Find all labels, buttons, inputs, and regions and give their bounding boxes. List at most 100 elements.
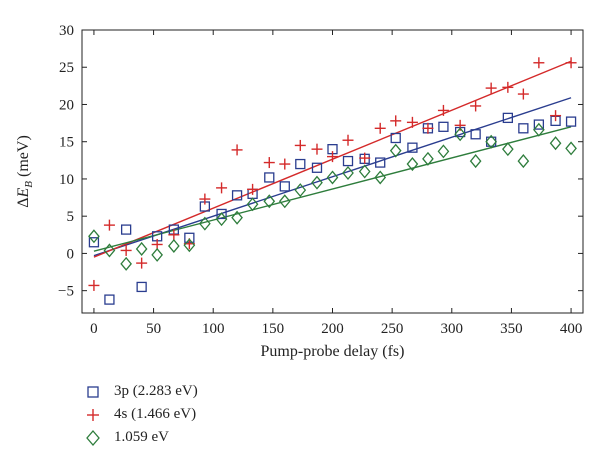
data-point-square (311, 162, 323, 173)
chart-svg: 0 50 100 150 200 250 300 350 400 −5 0 5 10 15 20 25 30 Pu… (15, 23, 584, 360)
data-point-diamond (199, 216, 211, 231)
y-tick-label: 0 (67, 246, 75, 262)
data-point-plus (485, 82, 497, 94)
data-point-diamond (437, 144, 450, 159)
data-point-plus (120, 244, 132, 256)
data-point-plus (342, 134, 354, 146)
data-point-square (502, 112, 514, 124)
data-point-diamond (454, 127, 466, 142)
data-point-diamond (358, 164, 371, 179)
x-tick-label: 250 (381, 321, 404, 337)
data-point-plus (374, 122, 386, 134)
data-point-plus (199, 193, 211, 205)
data-point-square (407, 142, 418, 153)
data-point-square (533, 119, 545, 130)
legend-label-1059: 1.059 eV (114, 429, 169, 445)
data-point-square (120, 224, 132, 235)
data-point-diamond (422, 151, 434, 166)
legend-item-4s: 4s (1.466 eV) (82, 403, 198, 426)
data-point-plus (216, 182, 228, 194)
data-point-diamond (533, 122, 545, 137)
legend-label-3p: 3p (2.283 eV) (114, 383, 198, 399)
data-point-plus (103, 219, 115, 231)
data-point-square (518, 123, 529, 134)
data-point-diamond (326, 170, 339, 185)
data-point-plus (263, 157, 275, 169)
data-point-plus (311, 143, 323, 155)
data-point-diamond (263, 194, 276, 209)
data-point-diamond (294, 183, 307, 198)
legend-label-4s: 4s (1.466 eV) (114, 406, 197, 422)
data-point-diamond (485, 134, 497, 149)
x-tick-label: 400 (560, 321, 583, 337)
y-tick-label: 10 (59, 172, 74, 188)
data-point-diamond (135, 241, 148, 256)
data-point-plus (359, 152, 371, 164)
y-axis-label: ΔEB (meV) (15, 135, 35, 208)
data-point-square (375, 157, 386, 168)
y-tick-label: −5 (58, 284, 74, 300)
data-point-square (565, 116, 577, 127)
data-point-square (88, 237, 100, 248)
data-point-diamond (183, 238, 196, 253)
data-point-plus (168, 229, 180, 241)
data-point-plus (247, 183, 259, 195)
y-tick-label: 5 (67, 209, 75, 225)
data-point-plus (231, 144, 243, 156)
data-point-plus (88, 279, 100, 291)
data-point-diamond (168, 238, 180, 253)
data-point-square (264, 172, 275, 183)
data-point-plus (550, 110, 562, 122)
data-point-diamond (469, 154, 482, 169)
data-point-plus (533, 57, 545, 69)
data-point-square (470, 129, 481, 140)
data-point-diamond (517, 154, 530, 169)
data-point-diamond (565, 141, 577, 156)
plus-marker-icon (87, 408, 99, 421)
data-point-plus (294, 139, 306, 151)
data-point-plus (502, 81, 514, 93)
data-point-square (216, 208, 227, 220)
data-point-square (231, 190, 243, 201)
data-point-plus (470, 100, 482, 112)
data-point-diamond (246, 197, 259, 212)
data-point-square (295, 158, 306, 170)
data-point-diamond (278, 194, 291, 209)
data-point-square (104, 294, 115, 305)
data-point-diamond (215, 212, 228, 227)
data-point-diamond (342, 165, 354, 181)
y-tick-label: 20 (59, 97, 74, 113)
data-point-diamond (502, 142, 514, 157)
data-point-plus (136, 257, 148, 269)
legend-item-3p: 3p (2.283 eV) (82, 380, 198, 403)
data-point-diamond (374, 170, 387, 185)
x-tick-label: 200 (321, 321, 344, 337)
data-point-diamond (120, 256, 132, 271)
data-point-diamond (406, 157, 419, 172)
data-point-square (279, 181, 290, 192)
data-point-diamond (151, 247, 163, 262)
diamond-marker-icon (86, 429, 100, 446)
data-point-plus (279, 158, 291, 170)
square-marker-icon (87, 385, 99, 398)
x-tick-label: 100 (202, 321, 225, 337)
data-point-square (342, 155, 354, 167)
data-point-diamond (549, 136, 562, 151)
data-point-diamond (311, 175, 323, 190)
data-point-diamond (103, 243, 116, 258)
x-tick-label: 0 (90, 321, 98, 337)
x-tick-label: 350 (500, 321, 523, 337)
y-tick-label: 15 (59, 135, 74, 151)
data-point-square (438, 121, 449, 132)
data-point-plus (327, 151, 338, 163)
data-point-plus (565, 57, 577, 69)
data-point-plus (390, 115, 402, 127)
data-point-square (390, 132, 401, 144)
legend: 3p (2.283 eV) 4s (1.466 eV) 1.059 eV (82, 380, 198, 449)
x-tick-label: 150 (262, 321, 285, 337)
data-point-square (136, 281, 147, 293)
y-tick-label: 25 (59, 60, 74, 76)
fit-line-series-2 (93, 126, 572, 252)
data-point-plus (406, 116, 418, 128)
x-tick-label: 300 (441, 321, 464, 337)
